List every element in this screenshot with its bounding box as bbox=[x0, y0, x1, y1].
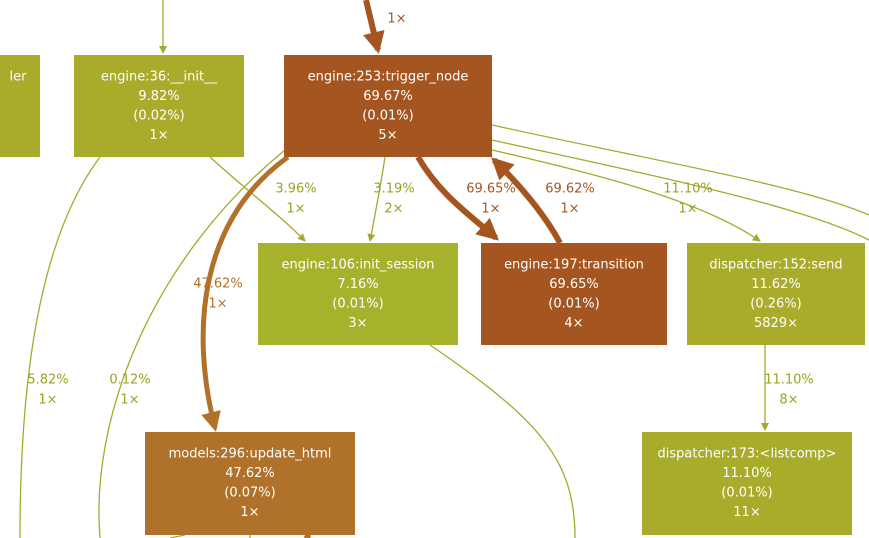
edge-label: 3.19% bbox=[373, 182, 414, 197]
edge bbox=[98, 149, 286, 538]
node-text: (0.02%) bbox=[133, 109, 184, 124]
node-box bbox=[481, 243, 667, 345]
edge bbox=[491, 124, 869, 216]
edge bbox=[200, 154, 290, 432]
node-box bbox=[258, 243, 458, 345]
node-text: 3× bbox=[348, 316, 367, 331]
edge-label: 3.96% bbox=[275, 182, 316, 197]
edge bbox=[491, 139, 869, 241]
node-text: 1× bbox=[240, 505, 259, 520]
edge-label: 11.10% bbox=[663, 182, 713, 197]
node-text: (0.07%) bbox=[224, 486, 275, 501]
node-text: 5× bbox=[378, 128, 397, 143]
node-text: (0.01%) bbox=[721, 486, 772, 501]
node-box bbox=[642, 432, 852, 535]
edge bbox=[209, 156, 306, 242]
node-text: 69.67% bbox=[363, 89, 413, 104]
node-text: 4× bbox=[564, 316, 583, 331]
edge-label: 1× bbox=[120, 393, 139, 408]
node-text: (0.01%) bbox=[332, 297, 383, 312]
node-text: dispatcher:152:send bbox=[709, 258, 842, 273]
node-box bbox=[74, 55, 244, 157]
node-text: engine:197:transition bbox=[504, 258, 644, 273]
edge-label: 1× bbox=[38, 393, 57, 408]
edge-label: 0.12% bbox=[109, 373, 150, 388]
node-text: 47.62% bbox=[225, 466, 275, 481]
edge-label: 2× bbox=[384, 202, 403, 217]
node-text: 69.65% bbox=[549, 277, 599, 292]
node-text: (0.01%) bbox=[362, 109, 413, 124]
edge-label: 1× bbox=[286, 202, 305, 217]
edge-label: 8× bbox=[779, 393, 798, 408]
edge bbox=[19, 156, 101, 538]
edge-label: 1× bbox=[678, 202, 697, 217]
node-text: 11× bbox=[733, 505, 760, 520]
edge-label: 5.82% bbox=[27, 373, 68, 388]
node-text: 11.10% bbox=[722, 466, 772, 481]
edge bbox=[491, 157, 563, 245]
node-text: engine:36:__init__ bbox=[101, 70, 218, 85]
nodes: ler engine:36:__init__ 9.82% (0.02%) 1× engin… bbox=[0, 55, 865, 535]
edge-label: 1× bbox=[387, 12, 406, 27]
node-text: ler bbox=[10, 70, 28, 85]
node-text: (0.01%) bbox=[548, 297, 599, 312]
node-text: models:296:update_html bbox=[169, 447, 332, 462]
edge bbox=[429, 344, 576, 538]
edge-label: 1× bbox=[560, 202, 579, 217]
node-text: 9.82% bbox=[138, 89, 179, 104]
node-box bbox=[284, 55, 492, 157]
edge bbox=[415, 155, 499, 241]
node-box bbox=[145, 432, 355, 535]
node-text: 1× bbox=[149, 128, 168, 143]
edge-label: 1× bbox=[481, 202, 500, 217]
edge-label: 11.10% bbox=[764, 373, 814, 388]
node-box bbox=[687, 243, 865, 345]
node-box bbox=[0, 55, 40, 157]
edge-label: 69.65% bbox=[466, 182, 516, 197]
node-text: 5829× bbox=[754, 316, 798, 331]
edge bbox=[491, 149, 761, 242]
edge bbox=[367, 156, 386, 242]
node-text: 7.16% bbox=[337, 277, 378, 292]
edge-label: 47.62% bbox=[193, 277, 243, 292]
node-text: engine:106:init_session bbox=[281, 258, 434, 273]
edge-labels: 1× 3.96% 1× 3.19% 2× 69.65% 1× 69.62% 1× 11.10% 1×… bbox=[27, 12, 813, 408]
node-text: dispatcher:173:<listcomp> bbox=[658, 447, 837, 462]
edge bbox=[363, 0, 385, 54]
node-text: engine:253:trigger_node bbox=[308, 70, 469, 85]
edge-label: 1× bbox=[208, 297, 227, 312]
edges bbox=[19, 0, 869, 538]
node-text: 11.62% bbox=[751, 277, 801, 292]
node-text: (0.26%) bbox=[750, 297, 801, 312]
edge-label: 69.62% bbox=[545, 182, 595, 197]
